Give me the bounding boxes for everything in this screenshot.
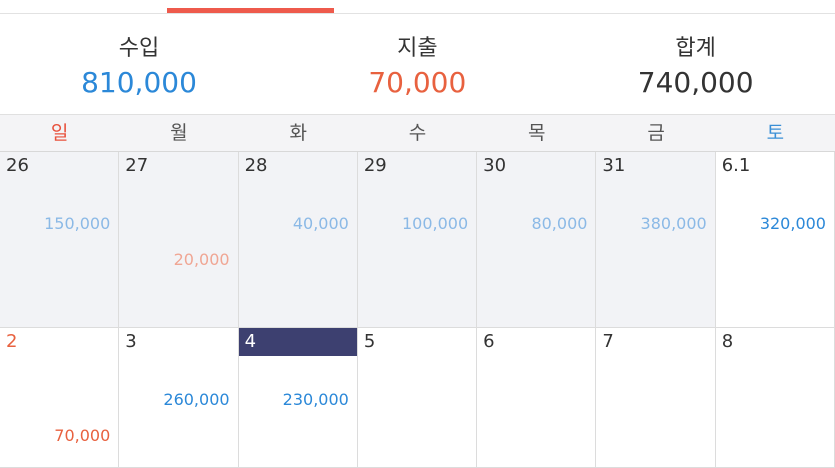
weekday-label: 일 (50, 122, 69, 144)
day-number: 3 (125, 331, 137, 352)
tab-indicator (167, 8, 334, 13)
summary-value: 740,000 (637, 66, 754, 99)
day-cell[interactable]: 26 150,000 (0, 152, 120, 328)
expense-amount: 70,000 (54, 426, 111, 445)
weekday-label: 월 (170, 122, 188, 144)
day-cell[interactable]: 28 40,000 (238, 152, 358, 328)
income-amount: 230,000 (282, 390, 349, 409)
tab-divider (0, 13, 835, 14)
day-cell[interactable]: 7 (596, 328, 716, 468)
day-cell[interactable]: 8 (715, 328, 835, 468)
income-amount: 150,000 (44, 214, 111, 233)
summary-value: 810,000 (81, 66, 197, 99)
income-amount: 80,000 (531, 214, 588, 233)
income-amount: 100,000 (401, 214, 469, 233)
summary-label: 합계 (675, 36, 716, 61)
weekday-label: 화 (289, 122, 307, 144)
day-number: 8 (721, 331, 734, 352)
weekday-label: 토 (766, 122, 785, 144)
day-number: 5 (363, 331, 376, 352)
day-cell[interactable]: 2 70,000 (0, 328, 120, 468)
day-cell[interactable]: 6 (477, 328, 597, 468)
day-cell[interactable]: 30 80,000 (477, 152, 597, 328)
day-number: 30 (483, 155, 507, 176)
day-number: 27 (125, 155, 149, 176)
day-cell[interactable]: 4 230,000 (238, 328, 358, 468)
day-cell[interactable]: 3 260,000 (119, 328, 239, 468)
day-number: 31 (602, 155, 626, 176)
weekday-label: 수 (408, 122, 427, 144)
day-cell[interactable]: 5 (357, 328, 478, 468)
summary-label: 수입 (118, 36, 160, 61)
day-number: 4 (238, 328, 357, 356)
summary-value: 70,000 (368, 66, 467, 99)
day-number: 7 (602, 331, 614, 352)
weekday-label: 목 (528, 122, 546, 144)
weekday-label: 금 (647, 122, 665, 144)
day-number: 28 (244, 155, 268, 176)
day-number: 26 (6, 155, 29, 176)
summary-label: 지출 (397, 36, 438, 61)
income-amount: 320,000 (759, 214, 826, 233)
day-number: 29 (363, 155, 387, 176)
day-number: 6.1 (721, 155, 751, 176)
income-amount: 260,000 (163, 390, 230, 409)
day-number: 6 (483, 331, 495, 352)
day-cell[interactable]: 29 100,000 (357, 152, 478, 328)
day-cell[interactable]: 31 380,000 (596, 152, 716, 328)
expense-amount: 20,000 (173, 250, 230, 269)
day-cell[interactable]: 27 20,000 (119, 152, 239, 328)
income-amount: 380,000 (640, 214, 707, 233)
income-amount: 40,000 (292, 214, 349, 233)
day-number: 2 (6, 331, 18, 352)
day-cell[interactable]: 6.1 320,000 (715, 152, 835, 328)
